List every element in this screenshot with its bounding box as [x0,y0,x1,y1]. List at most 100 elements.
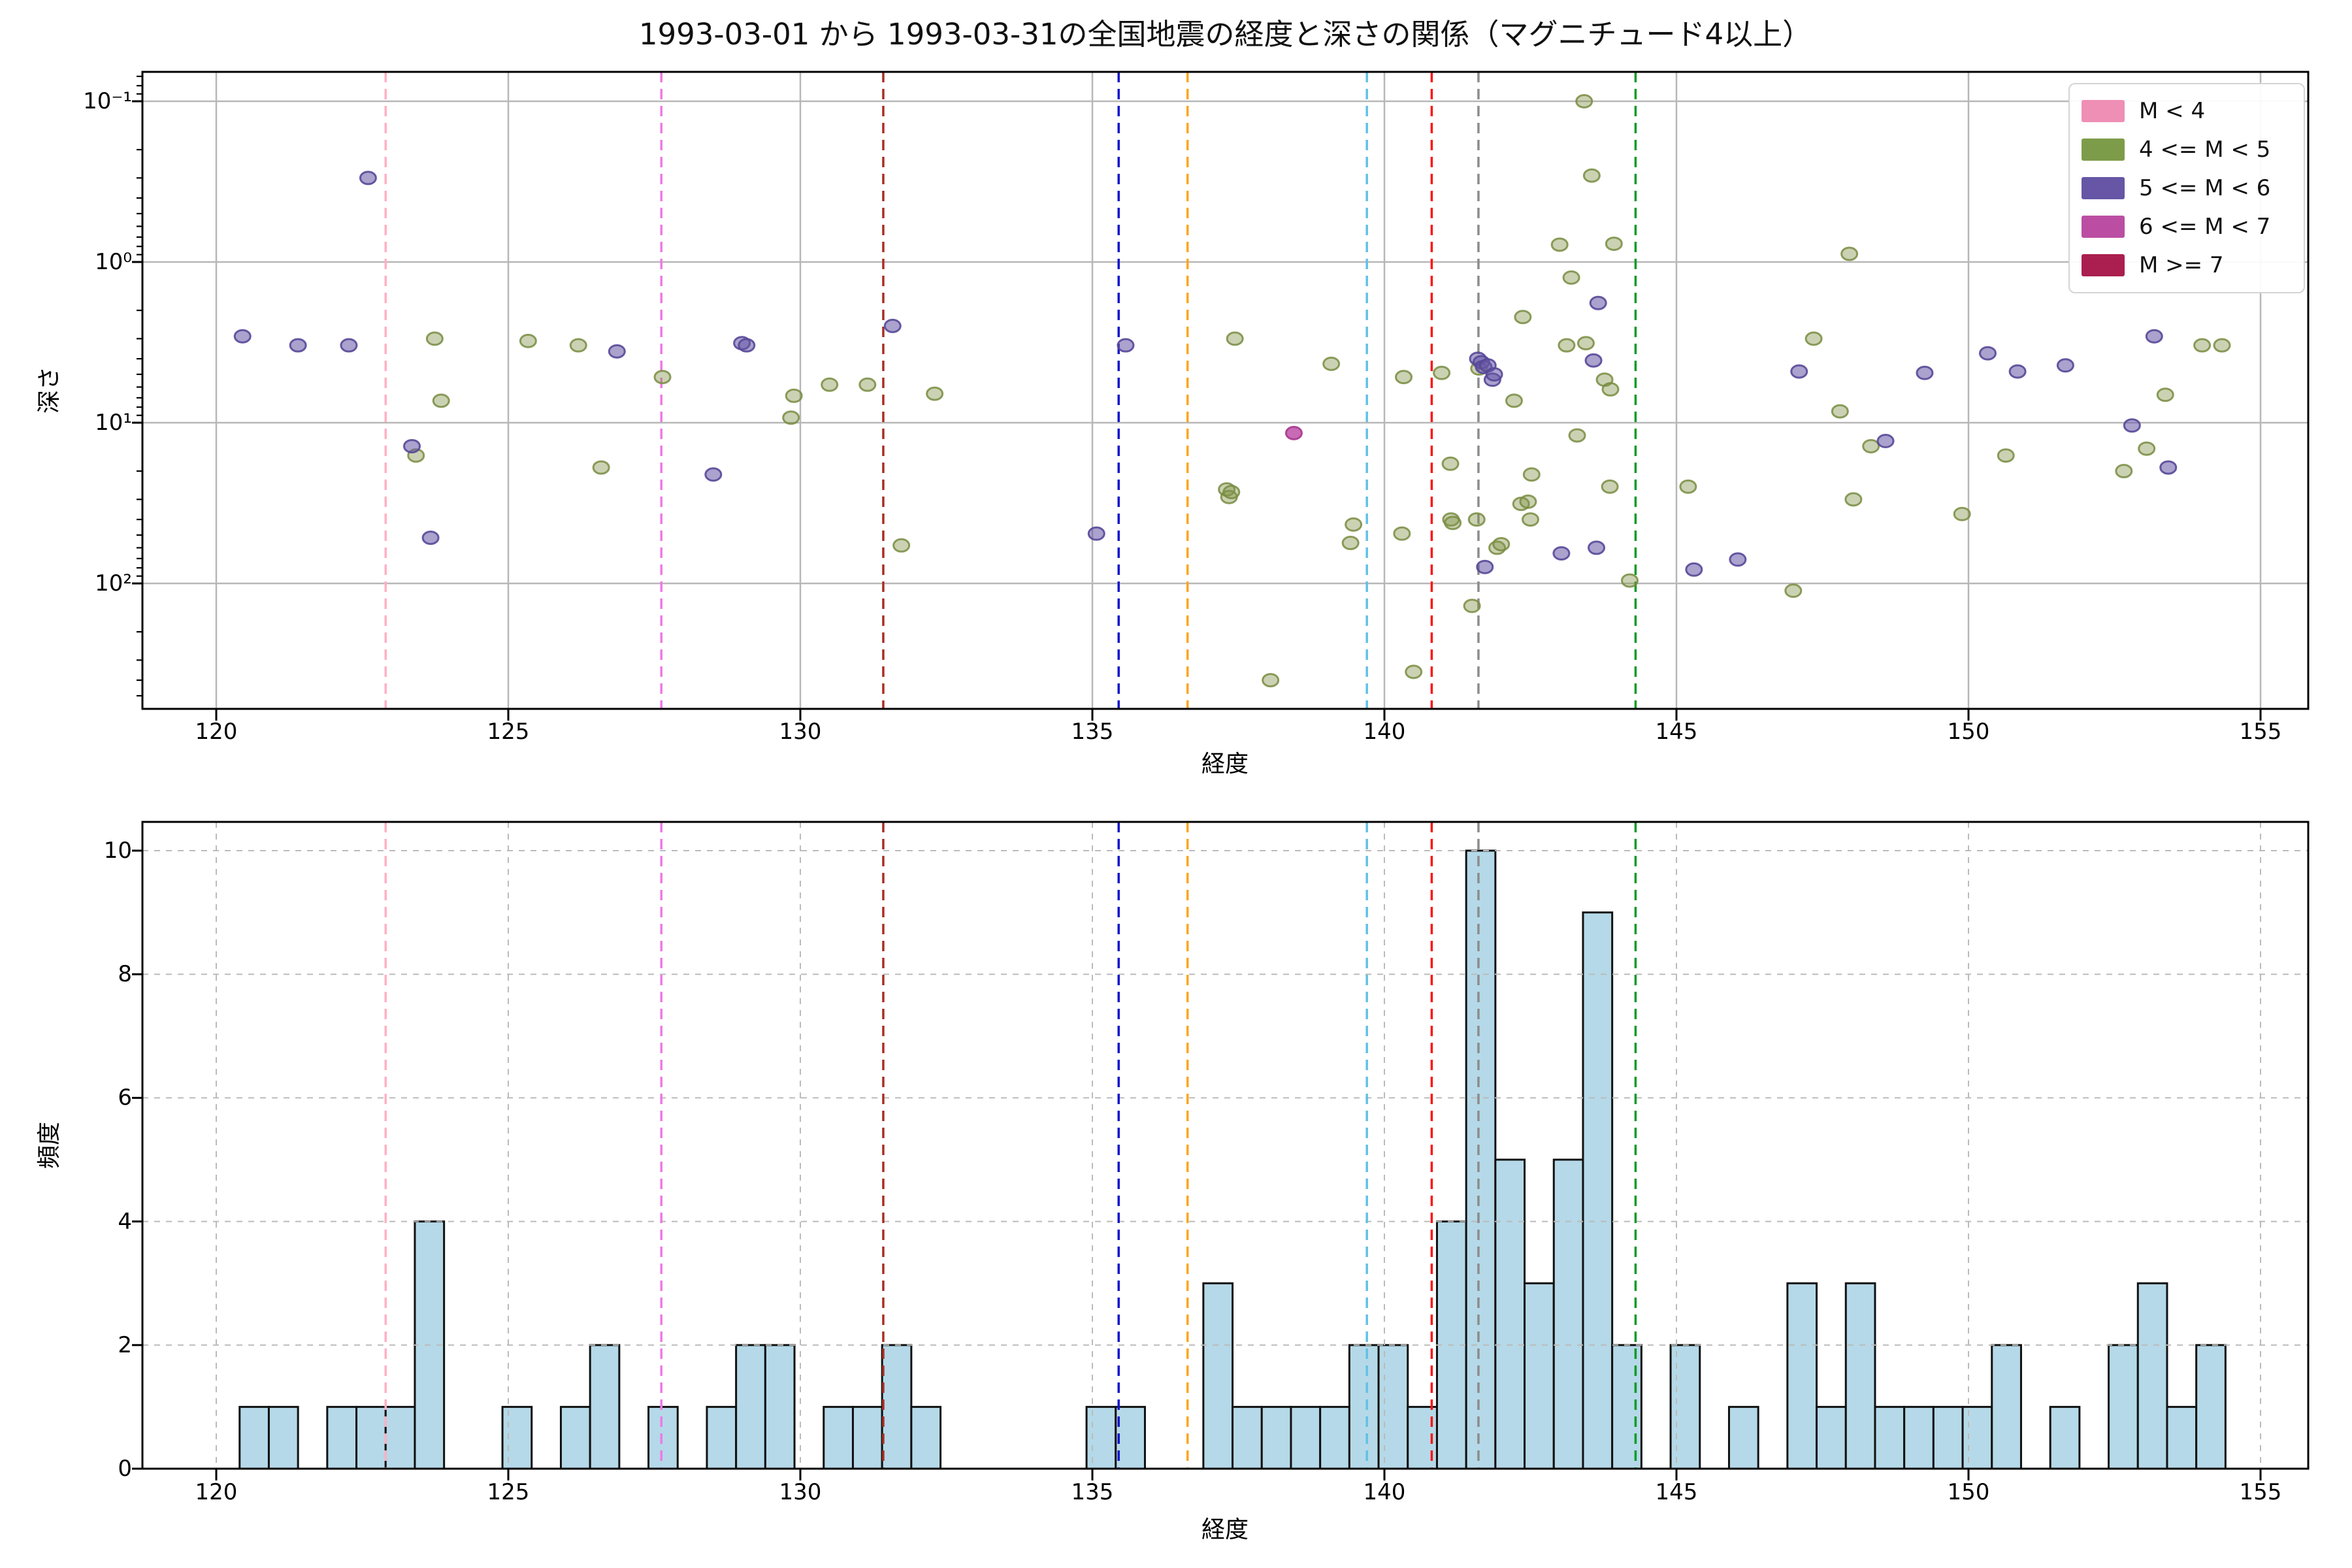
legend-label: 5 <= M < 6 [2139,174,2271,201]
scatter-point [1341,536,1360,551]
histogram-bar [501,1405,533,1470]
scatter-point [2123,418,2141,433]
histogram-ytick-label: 0 [118,1456,132,1482]
histogram-bar [326,1405,358,1470]
scatter-xtick-label: 145 [1655,719,1698,745]
histogram-bar [1232,1405,1263,1470]
histogram-bar [2136,1282,2168,1470]
legend-label: 4 <= M < 5 [2139,137,2271,163]
scatter-point [1953,506,1971,521]
scatter-point [608,344,626,359]
scatter-point [425,331,444,346]
scatter-point [1601,382,1620,397]
scatter-xtick-label: 135 [1071,719,1114,745]
scatter-frame [141,71,2310,710]
scatter-point [1505,393,1523,408]
scatter-point [359,171,377,186]
legend-label: M >= 7 [2139,252,2224,278]
scatter-point [1601,479,1619,494]
scatter-point [1345,517,1363,532]
legend-label: M < 4 [2139,98,2206,125]
scatter-point [1582,168,1601,183]
legend: M < 4 4 <= M < 5 5 <= M < 6 6 <= M < 7 M >= … [2068,83,2305,293]
histogram-bar [910,1405,942,1470]
scatter-point [1550,237,1569,252]
scatter-point [289,338,307,353]
histogram-ytick-label: 4 [118,1208,132,1235]
scatter-point [1405,664,1423,679]
scatter-point [1284,425,1303,440]
scatter-point [1322,356,1341,371]
scatter-point [1087,526,1105,541]
histogram-bar [559,1405,591,1470]
histogram-bar [238,1405,270,1470]
scatter-point [1492,536,1511,551]
scatter-ytick-label: 10⁰ [95,249,132,275]
scatter-point [1862,438,1880,453]
scatter-point [1393,526,1411,541]
histogram-bar [735,1344,766,1470]
histogram-ytick-label: 8 [118,961,132,988]
histogram-xtick-label: 120 [195,1479,238,1505]
scatter-ytick-label: 10⁻¹ [83,88,132,114]
histogram-bar [1494,1158,1526,1470]
scatter-point [2008,364,2027,379]
scatter-point [519,333,537,348]
scatter-point [1916,365,1934,380]
histogram-bar [1524,1282,1555,1470]
histogram-bar [1786,1282,1818,1470]
histogram-bar [1552,1158,1584,1470]
scatter-point [1576,336,1595,351]
histogram-ylabel: 頻度 [36,1121,63,1169]
histogram-bar [1961,1405,1993,1470]
scatter-point [1522,467,1541,482]
scatter-point [1584,353,1603,368]
scatter-point [2156,387,2174,402]
scatter-point [1997,448,2015,463]
histogram-xtick-label: 155 [2239,1479,2282,1505]
histogram-bar [355,1405,387,1470]
legend-entry: M >= 7 [2082,252,2292,278]
scatter-point [1575,94,1593,108]
scatter-point [2145,329,2163,344]
histogram-bar [2108,1344,2139,1470]
scatter-point [1605,237,1623,252]
histogram-bar [589,1344,621,1470]
scatter-point [1620,573,1639,588]
histogram-bar [2166,1405,2198,1470]
scatter-xtick-label: 125 [487,719,530,745]
histogram-bar [1874,1405,1906,1470]
scatter-point [2159,460,2178,475]
histogram-xtick-label: 130 [779,1479,822,1505]
histogram-xlabel: 経度 [1201,1516,1249,1543]
scatter-point [1876,434,1895,449]
scatter-point [1840,246,1859,261]
scatter-point [738,338,756,353]
scatter-point [1552,546,1571,561]
histogram-xtick-label: 135 [1071,1479,1114,1505]
scatter-xtick-label: 120 [195,719,238,745]
scatter-point [1117,338,1135,353]
scatter-point [782,410,800,425]
histogram-bar [267,1405,299,1470]
scatter-point [883,318,902,333]
scatter-point [1433,365,1451,380]
histogram-bar [1816,1405,1847,1470]
histogram-bar [1115,1405,1146,1470]
legend-swatch [2082,139,2125,161]
legend-swatch [2082,215,2125,238]
scatter-point [1844,492,1863,507]
histogram-ytick-label: 10 [103,838,132,864]
histogram-xtick-label: 125 [487,1479,530,1505]
scatter-point [1485,367,1503,382]
scatter-ytick-label: 10¹ [95,410,132,436]
histogram-ytick-label: 2 [118,1331,132,1358]
histogram-xtick-label: 150 [1947,1479,1990,1505]
scatter-point [926,386,944,401]
scatter-xtick-label: 130 [779,719,822,745]
scatter-point [1790,364,1808,379]
scatter-point [1444,515,1462,531]
scatter-point [1588,540,1606,555]
legend-entry: 5 <= M < 6 [2082,175,2292,201]
